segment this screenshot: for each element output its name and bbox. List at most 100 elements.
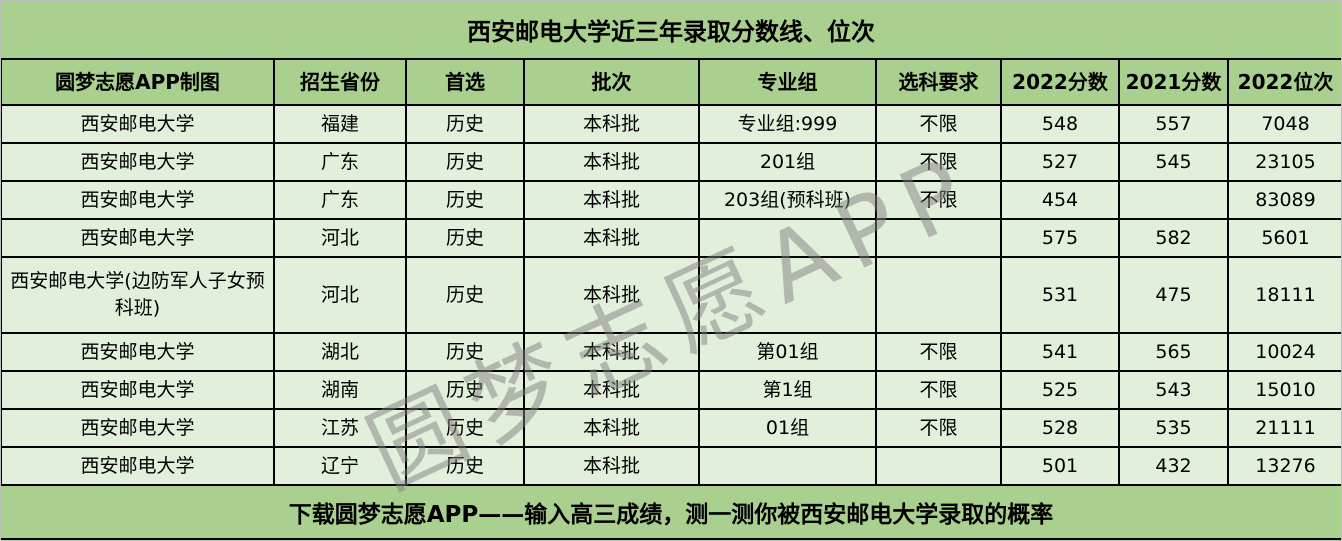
table-cell-5-0: 西安邮电大学 [0, 332, 275, 372]
table-cell-1-6: 527 [1000, 142, 1120, 182]
header-cell-1: 招生省份 [273, 58, 407, 106]
table-cell-2-1: 广东 [273, 180, 407, 220]
table-cell-0-1: 福建 [273, 104, 407, 144]
header-cell-7: 2021分数 [1118, 58, 1229, 106]
table-cell-5-3: 本科批 [523, 332, 700, 372]
table-cell-5-8: 10024 [1227, 332, 1342, 372]
table-cell-6-0: 西安邮电大学 [0, 370, 275, 410]
table-cell-8-7: 432 [1118, 446, 1229, 486]
table-cell-6-8: 15010 [1227, 370, 1342, 410]
table-cell-7-7: 535 [1118, 408, 1229, 448]
table-cell-2-3: 本科批 [523, 180, 700, 220]
table-cell-5-2: 历史 [405, 332, 525, 372]
table-row-4: 西安邮电大学(边防军人子女预科班) 河北 历史 本科批 531 475 18111 [0, 256, 1342, 334]
table-cell-8-5 [875, 446, 1002, 486]
table-cell-8-1: 辽宁 [273, 446, 407, 486]
table-cell-4-6: 531 [1000, 256, 1120, 334]
table-cell-4-2: 历史 [405, 256, 525, 334]
table-cell-2-2: 历史 [405, 180, 525, 220]
table-cell-1-2: 历史 [405, 142, 525, 182]
table-cell-3-3: 本科批 [523, 218, 700, 258]
table-cell-0-2: 历史 [405, 104, 525, 144]
table-cell-7-5: 不限 [875, 408, 1002, 448]
table-cell-0-4: 专业组:999 [698, 104, 877, 144]
table-cell-6-2: 历史 [405, 370, 525, 410]
header-cell-4: 专业组 [698, 58, 877, 106]
header-cell-0: 圆梦志愿APP制图 [0, 58, 275, 106]
table-cell-1-7: 545 [1118, 142, 1229, 182]
table-cell-8-8: 13276 [1227, 446, 1342, 486]
table-row-7: 西安邮电大学 江苏 历史 本科批 01组 不限 528 535 21111 [0, 408, 1342, 448]
table-cell-6-3: 本科批 [523, 370, 700, 410]
table-cell-4-3: 本科批 [523, 256, 700, 334]
table-cell-7-8: 21111 [1227, 408, 1342, 448]
table-cell-2-5: 不限 [875, 180, 1002, 220]
table-cell-8-2: 历史 [405, 446, 525, 486]
table-cell-3-7: 582 [1118, 218, 1229, 258]
table-row-3: 西安邮电大学 河北 历史 本科批 575 582 5601 [0, 218, 1342, 258]
table-cell-8-6: 501 [1000, 446, 1120, 486]
table-cell-4-8: 18111 [1227, 256, 1342, 334]
table-cell-4-7: 475 [1118, 256, 1229, 334]
table-cell-3-2: 历史 [405, 218, 525, 258]
page-title: 西安邮电大学近三年录取分数线、位次 [0, 0, 1342, 58]
table-cell-7-2: 历史 [405, 408, 525, 448]
table-cell-7-4: 01组 [698, 408, 877, 448]
table-cell-5-7: 565 [1118, 332, 1229, 372]
header-row: 圆梦志愿APP制图 招生省份 首选 批次 专业组 选科要求 2022分数 2021分数 2022… [0, 58, 1342, 106]
table-row-1: 西安邮电大学 广东 历史 本科批 201组 不限 527 545 23105 [0, 142, 1342, 182]
table-cell-4-1: 河北 [273, 256, 407, 334]
table-cell-0-0: 西安邮电大学 [0, 104, 275, 144]
table-cell-1-0: 西安邮电大学 [0, 142, 275, 182]
table-cell-3-8: 5601 [1227, 218, 1342, 258]
table-cell-0-8: 7048 [1227, 104, 1342, 144]
scores-table: 圆梦志愿APP制图 招生省份 首选 批次 专业组 选科要求 2022分数 2021分数 2022… [0, 58, 1342, 486]
table-cell-2-4: 203组(预科班) [698, 180, 877, 220]
table-cell-0-7: 557 [1118, 104, 1229, 144]
table-cell-0-3: 本科批 [523, 104, 700, 144]
table-cell-5-1: 湖北 [273, 332, 407, 372]
table-row-8: 西安邮电大学 辽宁 历史 本科批 501 432 13276 [0, 446, 1342, 486]
table-cell-5-6: 541 [1000, 332, 1120, 372]
footer-banner: 下载圆梦志愿APP——输入高三成绩，测一测你被西安邮电大学录取的概率 [0, 486, 1342, 540]
header-cell-8: 2022位次 [1227, 58, 1342, 106]
table-cell-4-0: 西安邮电大学(边防军人子女预科班) [0, 256, 275, 334]
table-cell-6-7: 543 [1118, 370, 1229, 410]
header-cell-6: 2022分数 [1000, 58, 1120, 106]
table-cell-6-4: 第1组 [698, 370, 877, 410]
table-cell-7-0: 西安邮电大学 [0, 408, 275, 448]
table-cell-3-0: 西安邮电大学 [0, 218, 275, 258]
table-cell-7-3: 本科批 [523, 408, 700, 448]
table-cell-7-1: 江苏 [273, 408, 407, 448]
table-cell-0-6: 548 [1000, 104, 1120, 144]
table-cell-1-5: 不限 [875, 142, 1002, 182]
table-cell-3-5 [875, 218, 1002, 258]
header-cell-2: 首选 [405, 58, 525, 106]
table-cell-1-8: 23105 [1227, 142, 1342, 182]
table-cell-3-1: 河北 [273, 218, 407, 258]
table-cell-5-5: 不限 [875, 332, 1002, 372]
table-cell-1-1: 广东 [273, 142, 407, 182]
table-cell-2-0: 西安邮电大学 [0, 180, 275, 220]
table-cell-4-4 [698, 256, 877, 334]
table-row-6: 西安邮电大学 湖南 历史 本科批 第1组 不限 525 543 15010 [0, 370, 1342, 410]
table-cell-8-3: 本科批 [523, 446, 700, 486]
table-cell-4-5 [875, 256, 1002, 334]
header-cell-5: 选科要求 [875, 58, 1002, 106]
table-cell-8-4 [698, 446, 877, 486]
table-cell-6-1: 湖南 [273, 370, 407, 410]
header-cell-3: 批次 [523, 58, 700, 106]
table-cell-3-6: 575 [1000, 218, 1120, 258]
table-cell-7-6: 528 [1000, 408, 1120, 448]
table-cell-2-6: 454 [1000, 180, 1120, 220]
table-cell-8-0: 西安邮电大学 [0, 446, 275, 486]
table-cell-0-5: 不限 [875, 104, 1002, 144]
table-cell-6-5: 不限 [875, 370, 1002, 410]
table-row-5: 西安邮电大学 湖北 历史 本科批 第01组 不限 541 565 10024 [0, 332, 1342, 372]
table-cell-1-3: 本科批 [523, 142, 700, 182]
table-cell-2-7 [1118, 180, 1229, 220]
table-cell-2-8: 83089 [1227, 180, 1342, 220]
table-row-2: 西安邮电大学 广东 历史 本科批 203组(预科班) 不限 454 83089 [0, 180, 1342, 220]
table-cell-5-4: 第01组 [698, 332, 877, 372]
